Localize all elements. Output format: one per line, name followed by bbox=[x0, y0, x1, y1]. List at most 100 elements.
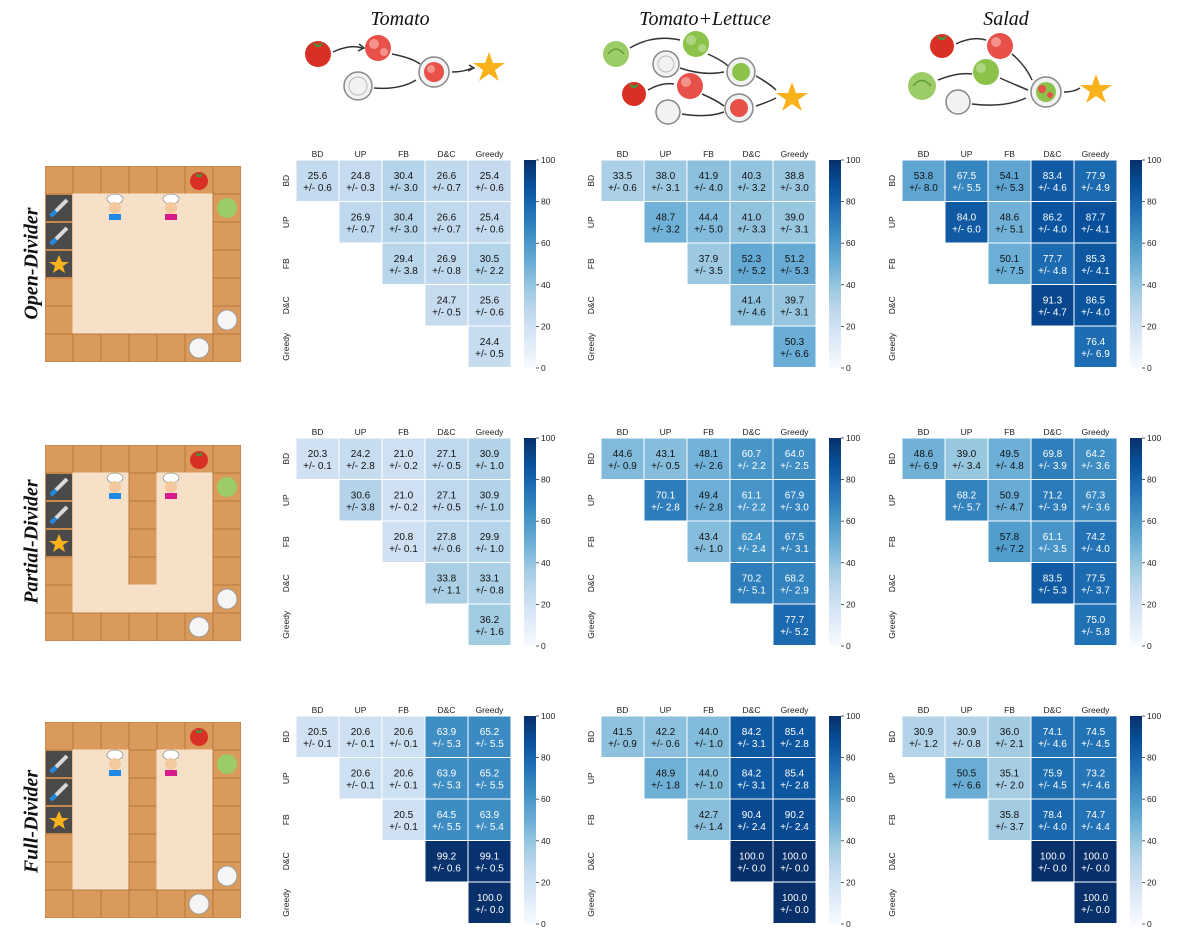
floor-tile bbox=[128, 277, 158, 307]
cell-value-label: 76.4 bbox=[1086, 337, 1106, 348]
cell-std-label: +/- 2.4 bbox=[780, 822, 809, 833]
floor-tile bbox=[184, 556, 214, 586]
heatmap-cell bbox=[944, 757, 989, 800]
y-tick-label: D&C bbox=[586, 852, 596, 870]
cell-std-label: +/- 2.2 bbox=[475, 266, 504, 277]
heatmap-cell bbox=[381, 520, 426, 563]
floor-tile bbox=[72, 833, 102, 863]
cell-value-label: 49.5 bbox=[1000, 449, 1020, 460]
cell-value-label: 48.6 bbox=[914, 449, 934, 460]
cell-value-label: 70.2 bbox=[742, 573, 762, 584]
cell-value-label: 20.6 bbox=[394, 727, 414, 738]
heatmap-cell bbox=[338, 757, 383, 800]
heatmap-cell bbox=[901, 437, 946, 480]
cell-std-label: +/- 4.8 bbox=[995, 461, 1024, 472]
lettuce-icon bbox=[908, 72, 936, 100]
star-icon bbox=[473, 52, 505, 81]
cell-value-label: 51.2 bbox=[785, 254, 805, 265]
heatmap-cell bbox=[467, 798, 512, 841]
x-tick-label: UP bbox=[660, 705, 672, 715]
cell-value-label: 44.6 bbox=[613, 449, 633, 460]
counter-tile bbox=[156, 889, 186, 918]
y-tick-label: UP bbox=[887, 216, 897, 228]
x-tick-label: BD bbox=[617, 427, 629, 437]
heatmap-cell bbox=[686, 437, 731, 480]
star-icon bbox=[1080, 74, 1112, 103]
y-tick-label: FB bbox=[887, 258, 897, 269]
cell-value-label: 20.6 bbox=[394, 768, 414, 779]
cell-value-label: 63.9 bbox=[437, 727, 457, 738]
y-tick-label: UP bbox=[586, 494, 596, 506]
cell-value-label: 84.2 bbox=[742, 727, 762, 738]
heatmap-cell bbox=[1073, 520, 1118, 563]
cell-std-label: +/- 2.6 bbox=[694, 461, 723, 472]
colorbar-tick-label: 80 bbox=[846, 197, 856, 207]
floor-tile bbox=[128, 221, 158, 251]
column-title-tomato: Tomato bbox=[370, 8, 430, 30]
colorbar-tick-label: 40 bbox=[1147, 558, 1157, 568]
heatmap-cell bbox=[686, 798, 731, 841]
salad-plate-icon bbox=[1030, 76, 1062, 108]
counter-tile bbox=[212, 612, 241, 641]
heatmap-cell bbox=[686, 201, 731, 244]
counter-tile bbox=[45, 612, 74, 641]
cell-value-label: 67.5 bbox=[785, 532, 805, 543]
floor-tile bbox=[72, 749, 102, 779]
column-title-salad: Salad bbox=[983, 8, 1029, 30]
heatmap-cell bbox=[424, 715, 469, 758]
knife-icon bbox=[46, 474, 72, 500]
colorbar-tick-label: 20 bbox=[1147, 877, 1157, 887]
tomato-icon bbox=[305, 41, 331, 67]
cell-std-label: +/- 0.7 bbox=[346, 224, 375, 235]
counter-tile bbox=[128, 861, 158, 891]
colorbar bbox=[524, 160, 536, 368]
cell-value-label: 50.3 bbox=[785, 337, 805, 348]
y-tick-label: UP bbox=[887, 772, 897, 784]
x-tick-label: UP bbox=[355, 705, 367, 715]
cell-value-label: 42.7 bbox=[699, 810, 719, 821]
colorbar-tick-label: 20 bbox=[846, 321, 856, 331]
cell-value-label: 68.2 bbox=[785, 573, 805, 584]
cell-value-label: 77.7 bbox=[1043, 254, 1063, 265]
x-tick-label: FB bbox=[398, 149, 409, 159]
heatmap-cell bbox=[944, 159, 989, 202]
heatmap-cell bbox=[987, 715, 1032, 758]
y-tick-label: BD bbox=[887, 175, 897, 187]
cell-std-label: +/- 3.4 bbox=[952, 461, 981, 472]
kitchen-layout-open-divider bbox=[45, 166, 241, 362]
cell-std-label: +/- 2.8 bbox=[780, 739, 809, 750]
floor-tile bbox=[156, 249, 186, 279]
plated-lettuce-icon bbox=[726, 57, 756, 87]
y-tick-label: BD bbox=[281, 453, 291, 465]
counter-tile bbox=[45, 861, 74, 891]
x-tick-label: UP bbox=[355, 427, 367, 437]
heatmap-cell bbox=[1073, 562, 1118, 605]
colorbar-tick-label: 80 bbox=[846, 475, 856, 485]
colorbar-tick-label: 20 bbox=[541, 321, 551, 331]
y-tick-label: UP bbox=[281, 772, 291, 784]
y-tick-label: FB bbox=[586, 536, 596, 547]
cell-std-label: +/- 4.0 bbox=[1038, 822, 1067, 833]
cell-value-label: 69.8 bbox=[1043, 449, 1063, 460]
chef-icon bbox=[106, 749, 124, 776]
chopped-tomato-icon bbox=[677, 73, 703, 99]
cell-std-label: +/- 3.1 bbox=[780, 224, 809, 235]
y-tick-label: FB bbox=[586, 258, 596, 269]
counter-tile bbox=[212, 333, 241, 362]
cell-value-label: 65.2 bbox=[480, 727, 500, 738]
cell-std-label: +/- 4.6 bbox=[1038, 183, 1067, 194]
counter-tile bbox=[128, 749, 158, 779]
cell-value-label: 77.7 bbox=[785, 615, 805, 626]
y-tick-label: FB bbox=[281, 814, 291, 825]
cell-value-label: 100.0 bbox=[477, 893, 502, 904]
cell-std-label: +/- 0.5 bbox=[432, 461, 461, 472]
heatmap-cell bbox=[467, 520, 512, 563]
plate-icon bbox=[216, 309, 238, 331]
colorbar-tick-label: 100 bbox=[846, 155, 860, 165]
cell-std-label: +/- 0.5 bbox=[475, 349, 504, 360]
heatmap-cell bbox=[1073, 437, 1118, 480]
cell-std-label: +/- 5.3 bbox=[780, 266, 809, 277]
cell-std-label: +/- 2.5 bbox=[780, 461, 809, 472]
